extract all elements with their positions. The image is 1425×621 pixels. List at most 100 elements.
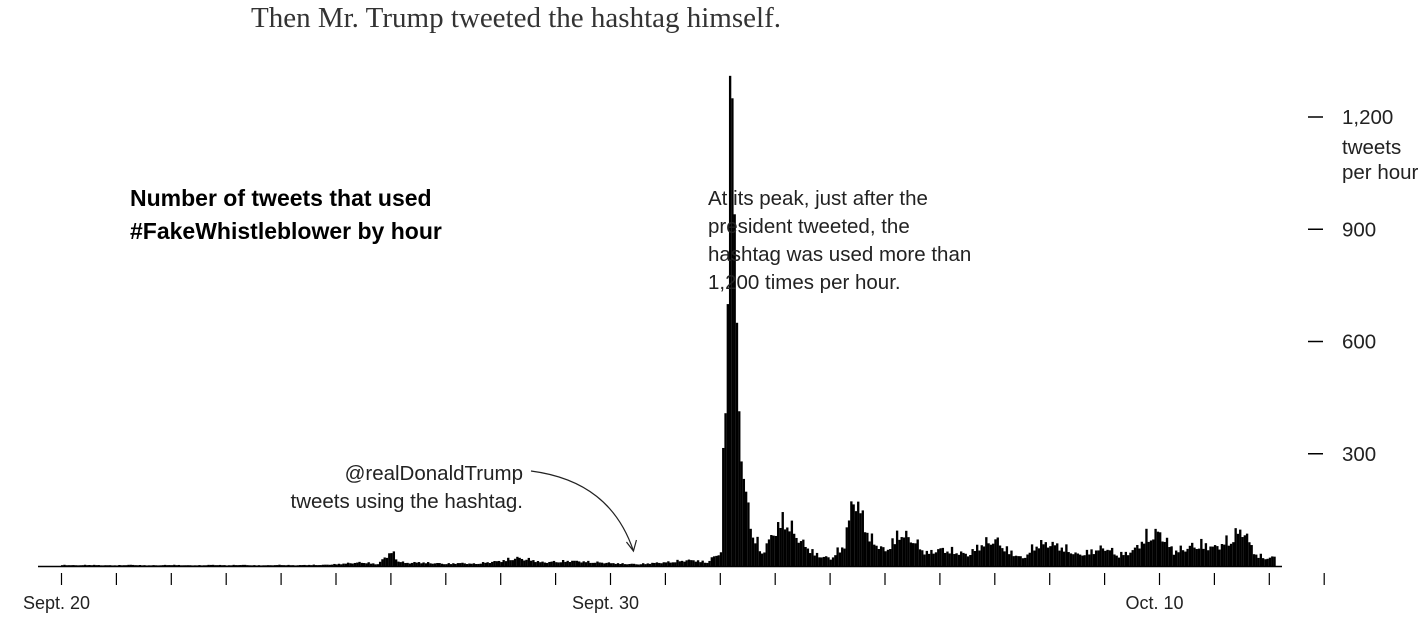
bar — [502, 560, 505, 566]
bar — [873, 544, 876, 566]
bar — [893, 544, 896, 566]
bar — [134, 565, 137, 566]
x-tick-label: Sept. 30 — [572, 593, 639, 613]
bar — [456, 563, 460, 566]
bar — [987, 543, 990, 566]
bar — [829, 559, 832, 566]
bar — [992, 543, 995, 566]
bar — [818, 557, 821, 566]
bar — [1083, 555, 1086, 566]
bar — [484, 562, 487, 566]
bar — [813, 555, 816, 566]
bar — [1170, 546, 1173, 566]
bar — [598, 562, 601, 566]
bar — [198, 565, 201, 566]
bar — [443, 564, 446, 566]
bar — [870, 533, 874, 566]
bar — [298, 565, 302, 566]
bar — [511, 560, 514, 566]
bar — [1021, 558, 1025, 566]
bar — [1017, 556, 1020, 566]
bar — [383, 557, 386, 566]
bar — [1060, 547, 1063, 566]
bar — [1266, 558, 1269, 566]
bar — [166, 565, 169, 566]
bar — [971, 549, 974, 566]
bar — [541, 561, 544, 566]
bar — [882, 547, 885, 566]
bar — [271, 565, 274, 566]
bar — [488, 563, 492, 566]
bar — [1090, 549, 1093, 566]
bar — [575, 560, 579, 566]
bar — [763, 552, 766, 566]
bar — [1115, 555, 1118, 566]
bar — [1001, 548, 1004, 566]
bar — [330, 564, 334, 566]
bar — [1049, 546, 1052, 566]
bar — [916, 539, 919, 566]
bar — [1140, 541, 1144, 566]
bar — [518, 557, 521, 566]
bar — [500, 562, 503, 566]
bar — [1078, 554, 1082, 566]
bar — [1058, 550, 1061, 566]
bar — [1010, 550, 1013, 566]
bar — [564, 561, 567, 566]
bar — [493, 561, 496, 566]
bar — [662, 562, 665, 566]
bar — [719, 552, 723, 566]
bar — [683, 561, 686, 566]
bar — [1065, 544, 1068, 566]
bar — [225, 565, 229, 566]
bar — [287, 564, 290, 566]
bar — [1188, 545, 1192, 566]
bar — [959, 551, 963, 566]
bar — [1033, 550, 1036, 566]
bar — [513, 558, 517, 566]
bar — [607, 562, 611, 566]
bar — [175, 565, 178, 566]
bar — [868, 541, 871, 566]
y-unit-line-2: per hour — [1342, 161, 1419, 184]
bar — [1120, 551, 1123, 566]
bar — [587, 560, 590, 566]
bar — [843, 548, 846, 566]
bar — [420, 563, 423, 566]
bar — [600, 562, 604, 566]
bar — [342, 563, 345, 566]
bar — [781, 512, 784, 566]
bar — [200, 565, 203, 566]
bar — [1232, 542, 1235, 566]
bar — [1056, 543, 1059, 566]
bar — [191, 565, 194, 566]
bar — [527, 557, 530, 566]
bar — [685, 560, 688, 566]
bar — [1268, 557, 1272, 566]
bar — [770, 535, 773, 566]
bar — [966, 556, 970, 566]
bar — [1163, 541, 1166, 566]
bar — [497, 560, 501, 566]
bar — [783, 529, 787, 566]
bar — [1046, 547, 1050, 566]
bar — [964, 553, 967, 566]
bar — [344, 563, 347, 566]
bar — [1161, 541, 1164, 566]
bar — [1113, 554, 1116, 566]
bar — [646, 563, 649, 566]
bar — [520, 558, 524, 566]
bar — [1175, 550, 1178, 566]
bar — [525, 559, 528, 566]
bar — [1122, 555, 1125, 566]
bar — [1211, 546, 1214, 566]
bar — [1019, 556, 1022, 566]
bar — [616, 563, 620, 566]
bar — [93, 564, 96, 566]
bar — [962, 552, 965, 566]
bar — [248, 565, 251, 566]
bar — [847, 520, 851, 566]
bar — [1229, 543, 1233, 566]
chart-title-line-1: Number of tweets that used — [130, 185, 432, 211]
bar — [127, 564, 130, 566]
